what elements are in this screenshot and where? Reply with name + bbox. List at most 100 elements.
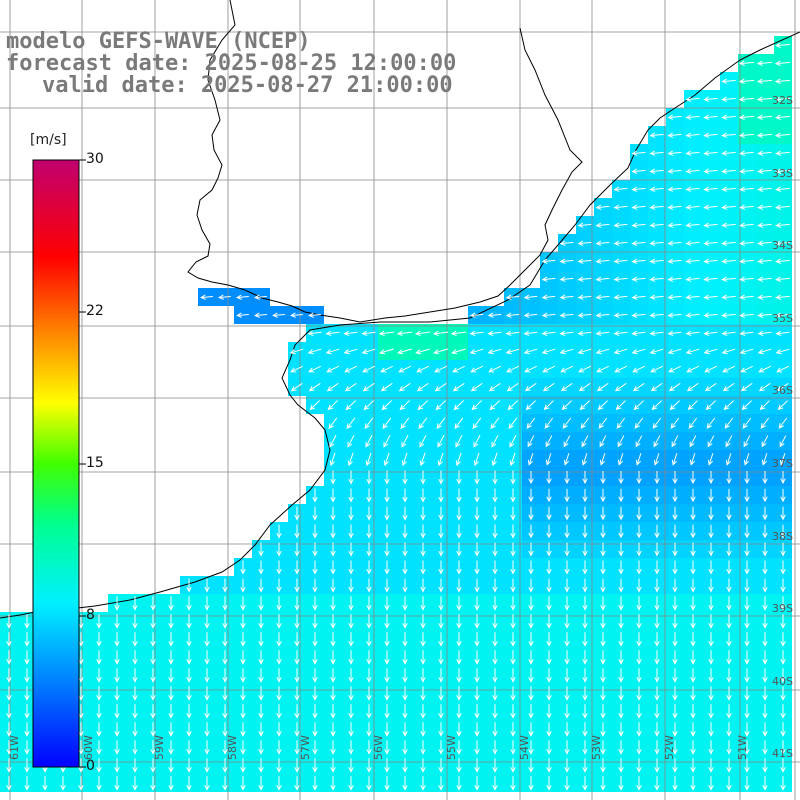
wind-arrow: [150, 740, 156, 755]
wind-arrow: [348, 524, 354, 539]
wind-arrow: [780, 668, 786, 683]
wind-arrow: [582, 542, 588, 557]
wind-arrow: [240, 704, 246, 719]
wind-arrow: [276, 758, 282, 773]
wind-arrow: [595, 276, 610, 282]
wind-arrow: [240, 668, 246, 683]
wind-arrow: [762, 506, 768, 521]
longitude-label: 60W: [82, 735, 95, 760]
wind-arrow: [528, 776, 534, 791]
wind-arrow: [524, 382, 537, 392]
wind-arrow: [775, 258, 790, 264]
wind-arrow: [290, 312, 303, 318]
wind-arrow: [312, 542, 318, 557]
wind-arrow: [690, 614, 696, 629]
wind-arrow: [114, 740, 120, 755]
wind-arrow: [667, 150, 682, 156]
wind-arrow: [757, 204, 772, 210]
wind-arrow: [6, 650, 12, 665]
wind-arrow: [456, 686, 462, 701]
wind-arrow: [258, 632, 264, 647]
wind-arrow: [595, 312, 610, 318]
wind-arrow: [649, 330, 664, 336]
wind-arrow: [437, 452, 444, 467]
wind-arrow: [420, 722, 426, 737]
wind-arrow: [528, 722, 534, 737]
wind-arrow: [726, 470, 732, 485]
wind-arrow: [505, 330, 520, 336]
wind-arrow: [636, 776, 642, 791]
wind-arrow: [347, 435, 355, 448]
wind-arrow: [669, 400, 680, 411]
wind-arrow: [330, 506, 336, 521]
wind-arrow: [546, 776, 552, 791]
wind-arrow: [401, 452, 408, 467]
wind-arrow: [703, 132, 718, 138]
wind-arrow: [708, 668, 714, 683]
colorbar-label-0: 0: [86, 758, 95, 774]
wind-arrow: [456, 704, 462, 719]
wind-arrow: [654, 686, 660, 701]
wind-arrow: [636, 686, 642, 701]
wind-arrow: [564, 668, 570, 683]
wind-arrow: [744, 506, 750, 521]
wind-arrow: [150, 776, 156, 791]
wind-arrow: [402, 740, 408, 755]
wind-arrow: [564, 722, 570, 737]
wind-arrow: [721, 294, 736, 300]
wind-arrow: [560, 382, 573, 392]
wind-arrow: [600, 686, 606, 701]
wind-arrow: [276, 614, 282, 629]
wind-arrow: [240, 686, 246, 701]
wind-arrow: [348, 650, 354, 665]
wind-arrow: [672, 506, 678, 521]
wind-arrow: [490, 417, 500, 430]
wind-arrow: [703, 168, 718, 174]
wind-arrow: [650, 382, 663, 392]
wind-arrow: [204, 776, 210, 791]
wind-arrow: [614, 365, 628, 373]
longitude-labels: 61W 60W 59W 58W 57W 56W 55W 54W 53W 52W 51W: [8, 735, 749, 760]
wind-arrow: [559, 348, 574, 355]
wind-arrow: [744, 578, 750, 593]
wind-arrow: [348, 758, 354, 773]
wind-arrow: [528, 668, 534, 683]
wind-arrow: [200, 294, 213, 300]
wind-arrow: [595, 258, 610, 264]
wind-arrow: [362, 365, 376, 373]
wind-arrow: [775, 168, 790, 174]
wind-arrow: [114, 686, 120, 701]
wind-arrow: [618, 704, 624, 719]
wind-arrow: [762, 560, 768, 575]
wind-arrow: [258, 722, 264, 737]
wind-arrow: [744, 776, 750, 791]
wind-arrow: [528, 686, 534, 701]
wind-arrow: [294, 506, 300, 521]
wind-arrow: [667, 168, 682, 174]
wind-arrow: [402, 524, 408, 539]
wind-arrow: [726, 722, 732, 737]
wind-arrow: [577, 312, 592, 318]
wind-arrow: [330, 722, 336, 737]
wind-arrow: [366, 758, 372, 773]
wind-arrow: [132, 650, 138, 665]
wind-arrow: [474, 740, 480, 755]
wind-arrow: [654, 740, 660, 755]
wind-arrow: [690, 668, 696, 683]
wind-arrow: [690, 722, 696, 737]
wind-arrow: [564, 524, 570, 539]
wind-arrow: [168, 686, 174, 701]
wind-arrow: [312, 704, 318, 719]
wind-arrow: [6, 686, 12, 701]
wind-arrow: [236, 312, 249, 318]
wind-arrow: [618, 506, 624, 521]
wind-arrow: [96, 758, 102, 773]
wind-arrow: [330, 578, 336, 593]
wind-arrow: [687, 400, 698, 411]
wind-arrow: [380, 382, 393, 392]
wind-arrow: [470, 382, 483, 392]
wind-arrow: [474, 578, 480, 593]
wind-arrow: [762, 650, 768, 665]
wind-arrow: [708, 686, 714, 701]
wind-arrow: [348, 704, 354, 719]
